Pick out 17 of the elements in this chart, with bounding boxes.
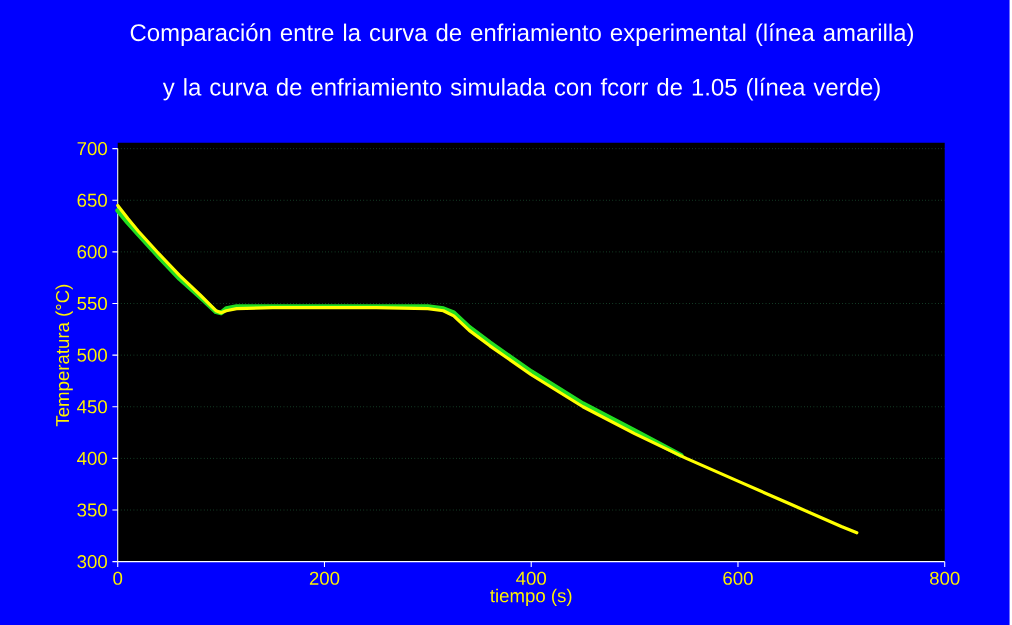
y-tick-label: 450 [77, 399, 107, 414]
y-tick-label: 550 [77, 296, 107, 310]
y-tick-label: 300 [77, 554, 107, 568]
y-tick-label: 650 [77, 193, 107, 207]
x-tick-label: 800 [930, 571, 960, 585]
x-tick-label: 600 [723, 571, 753, 585]
x-axis-title: tiempo (s) [490, 588, 572, 606]
y-tick-label: 350 [77, 503, 107, 517]
y-tick-label: 500 [77, 348, 107, 362]
x-tick-label: 200 [309, 571, 340, 585]
y-tick-label: 600 [77, 245, 107, 259]
x-tick-label: 400 [516, 571, 547, 585]
chart-title: Comparación entre la curva de enfriamiento experimental (línea amarilla) y la curva de enfriamiento simulada con fcorr de 1.05 (línea verde) [130, 23, 913, 101]
y-tick-label: 400 [77, 451, 107, 465]
x-tick-label: 0 [113, 571, 123, 585]
y-tick-label: 700 [77, 141, 107, 155]
y-axis-title: Temperatura (°C) [55, 284, 73, 426]
